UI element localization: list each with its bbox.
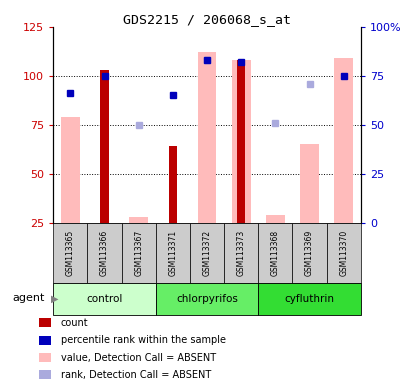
Bar [292, 223, 326, 283]
Text: percentile rank within the sample: percentile rank within the sample [61, 336, 225, 346]
Bar [87, 223, 121, 283]
Text: GSM113368: GSM113368 [270, 230, 279, 276]
Text: value, Detection Call = ABSENT: value, Detection Call = ABSENT [61, 353, 215, 363]
Text: GSM113365: GSM113365 [66, 230, 75, 276]
Bar [53, 283, 155, 315]
Text: agent: agent [13, 293, 45, 303]
Bar [39, 353, 51, 362]
Bar [39, 336, 51, 344]
Bar [121, 223, 155, 283]
Bar [129, 217, 148, 223]
Bar [189, 223, 224, 283]
Text: chlorpyrifos: chlorpyrifos [176, 294, 237, 304]
Text: control: control [86, 294, 122, 304]
Text: GSM113371: GSM113371 [168, 230, 177, 276]
Bar [100, 70, 108, 223]
Text: GSM113367: GSM113367 [134, 230, 143, 276]
Text: rank, Detection Call = ABSENT: rank, Detection Call = ABSENT [61, 370, 210, 380]
Bar [258, 283, 360, 315]
Bar [61, 117, 80, 223]
Bar [168, 146, 177, 223]
Text: GSM113369: GSM113369 [304, 230, 313, 276]
Bar [39, 318, 51, 327]
Bar [155, 283, 258, 315]
Text: GSM113370: GSM113370 [338, 230, 347, 276]
Bar [231, 60, 250, 223]
Bar [53, 223, 87, 283]
Bar [333, 58, 352, 223]
Bar [197, 52, 216, 223]
Bar [39, 370, 51, 379]
Bar [299, 144, 318, 223]
Bar [224, 223, 258, 283]
Bar [326, 223, 360, 283]
Text: count: count [61, 318, 88, 328]
Bar [236, 60, 245, 223]
Text: GSM113366: GSM113366 [100, 230, 109, 276]
Bar [258, 223, 292, 283]
Bar [155, 223, 189, 283]
Text: ▶: ▶ [51, 293, 58, 303]
Bar [265, 215, 284, 223]
Text: cyfluthrin: cyfluthrin [284, 294, 334, 304]
Text: GSM113372: GSM113372 [202, 230, 211, 276]
Text: GSM113373: GSM113373 [236, 230, 245, 276]
Title: GDS2215 / 206068_s_at: GDS2215 / 206068_s_at [123, 13, 290, 26]
